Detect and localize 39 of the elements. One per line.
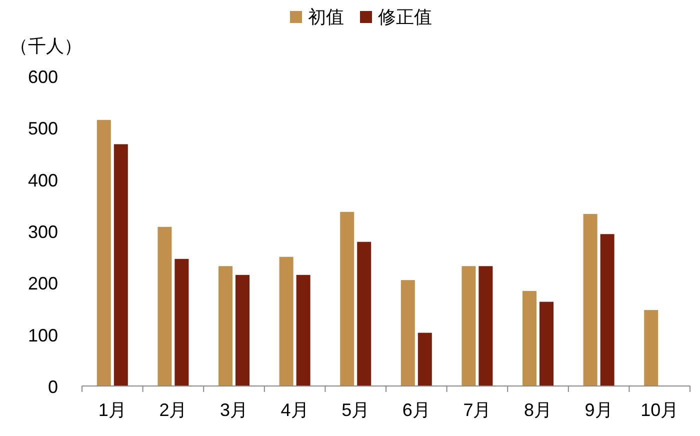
bar [158,226,172,386]
bar [218,266,232,386]
legend-label: 修正值 [378,7,432,27]
y-axis-title: （千人） [10,36,82,56]
y-tick-label: 500 [28,118,58,139]
y-tick-label: 600 [28,67,58,87]
bar [600,234,614,386]
x-tick-label: 8月 [524,400,552,420]
bar [462,266,476,386]
bar [236,274,250,386]
x-tick-label: 3月 [220,400,248,420]
bar [279,256,294,386]
x-tick-label: 2月 [159,400,188,420]
bar [522,290,536,386]
bar [174,258,189,386]
x-tick-label: 9月 [584,400,613,420]
bar [540,302,554,386]
bar [400,280,415,386]
bar [418,332,432,386]
legend-label: 初值 [308,7,344,27]
x-tick-label: 4月 [280,400,309,420]
y-tick-label: 200 [28,274,58,294]
bar [583,214,598,386]
bar [644,310,658,386]
x-tick-label: 6月 [402,400,430,420]
y-tick-label: 300 [28,222,58,242]
x-tick-label: 5月 [342,400,370,420]
x-tick-label: 7月 [463,400,492,420]
bar [478,266,493,386]
bar [96,120,111,386]
bar [340,212,354,386]
y-tick-label: 0 [48,377,58,397]
y-tick-label: 400 [28,170,58,190]
y-tick-label: 100 [28,325,58,346]
x-tick-label: 1月 [98,400,126,420]
bar [296,274,310,386]
bar [114,144,128,386]
x-tick-label: 10月 [640,400,679,420]
bar [357,242,372,386]
